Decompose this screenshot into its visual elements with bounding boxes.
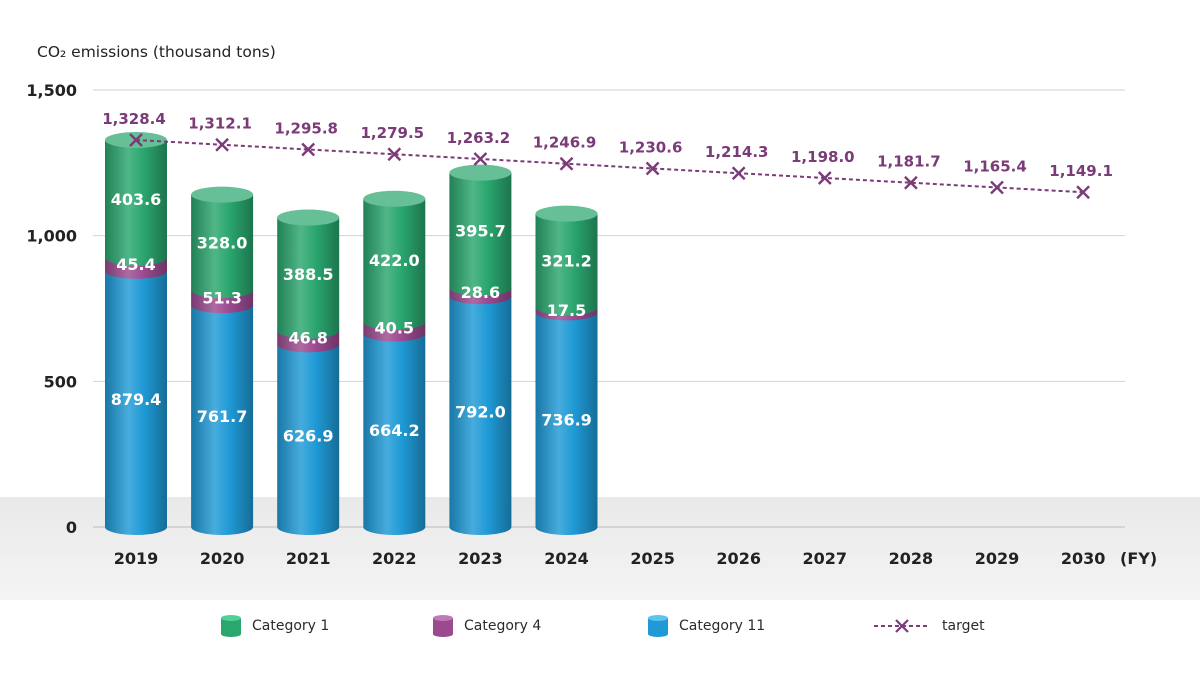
target-label: 1,198.0 [791,148,855,166]
target-label: 1,328.4 [102,110,166,128]
target-marker [387,147,402,162]
x-tick-label: 2023 [458,549,503,568]
legend-item-category-11: Category 11 [647,601,765,651]
data-label: 388.5 [283,265,334,284]
target-line [135,138,1084,194]
bar-segment-category-11 [535,312,598,535]
target-line-swatch [874,619,930,633]
x-tick-label: 2019 [114,549,159,568]
data-label: 761.7 [197,407,248,426]
data-label: 664.2 [369,421,420,440]
bar-top-cap [535,205,598,222]
bar-segment-category-1 [191,194,254,299]
legend-label-category-11: Category 11 [679,618,766,634]
floor-band [0,497,1200,600]
data-label: 626.9 [283,427,334,446]
target-label: 1,279.5 [361,124,425,142]
target-marker [817,171,832,185]
target-label: 1,295.8 [274,119,338,137]
bar-segment-category-11 [449,296,512,535]
y-tick-label: 1,000 [26,227,77,246]
x-tick-label: 2030 [1061,549,1106,568]
target-marker [990,180,1004,195]
bar-top-cap [191,186,254,203]
data-label: 736.9 [541,411,592,430]
target-label: 1,181.7 [877,153,941,171]
target-marker [645,161,660,176]
legend-label-target: target [942,618,985,634]
data-label: 45.4 [116,255,155,274]
x-tick-label: 2027 [803,549,848,568]
bar-top-cap [449,164,512,181]
x-axis-unit: (FY) [1120,549,1157,568]
target-label: 1,263.2 [447,129,511,147]
bar-segment-category-1 [277,217,340,339]
target-marker [904,175,918,190]
x-tick-label: 2029 [975,549,1020,568]
x-tick-label: 2026 [716,549,761,568]
x-tick-label: 2021 [286,549,331,568]
target-marker [559,156,574,171]
data-label: 422.0 [369,251,420,270]
y-tick-label: 1,500 [26,81,77,100]
target-label: 1,312.1 [188,115,252,133]
target-marker [129,133,143,147]
data-label: 51.3 [202,289,241,308]
target-label: 1,149.1 [1049,162,1113,180]
data-label: 403.6 [111,190,162,209]
target-label: 1,246.9 [533,134,597,152]
bar-top-cap [363,190,426,207]
target-marker [215,137,229,152]
data-label: 879.4 [111,390,162,409]
bar-segment-category-1 [535,213,598,316]
data-label: 28.6 [461,283,500,302]
x-tick-label: 2022 [372,549,417,568]
emissions-chart: 0 500 1,000 1,500 1,328.4 1,312.1 1,295.8 1,27… [0,43,1200,600]
target-marker [473,152,488,166]
target-label: 1,230.6 [619,138,683,156]
legend-item-category-4: Category 4 [432,601,541,651]
bar-segment-category-11 [277,344,340,535]
target-marker [301,142,316,157]
bar-segment-category-1 [363,198,426,330]
y-tick-label: 500 [44,372,77,391]
bar-segment-category-1 [105,139,167,266]
x-tick-label: 2020 [200,549,245,568]
target-label: 1,214.3 [705,143,769,161]
legend: Category 1 Category 4 Category 11 targ [94,601,1106,651]
category-1-swatch [221,615,241,637]
bar-segment-category-11 [191,305,254,535]
data-label: 40.5 [375,319,414,338]
target-label: 1,165.4 [963,157,1027,175]
data-label: 17.5 [547,301,586,320]
target-marker [731,166,746,181]
target-marker [1076,185,1090,200]
y-axis-label: CO₂ emissions (thousand tons) [37,43,276,61]
bar-segment-category-1 [449,172,512,296]
data-label: 46.8 [288,329,327,348]
category-11-swatch [648,615,668,637]
category-4-swatch [433,615,453,637]
x-tick-label: 2028 [889,549,934,568]
bar-segment-category-11 [363,333,426,535]
legend-item-category-1: Category 1 [220,601,329,651]
legend-label-category-1: Category 1 [252,618,330,634]
legend-label-category-4: Category 4 [464,618,542,634]
data-label: 321.2 [541,251,592,270]
x-tick-label: 2024 [544,549,589,568]
legend-item-target: target [872,601,985,651]
x-tick-label: 2025 [630,549,675,568]
bar-segment-category-11 [105,270,167,535]
y-tick-label: 0 [66,518,77,537]
bar-top-cap [277,209,340,226]
data-label: 395.7 [455,221,506,240]
data-label: 328.0 [197,233,248,252]
data-label: 792.0 [455,403,506,422]
